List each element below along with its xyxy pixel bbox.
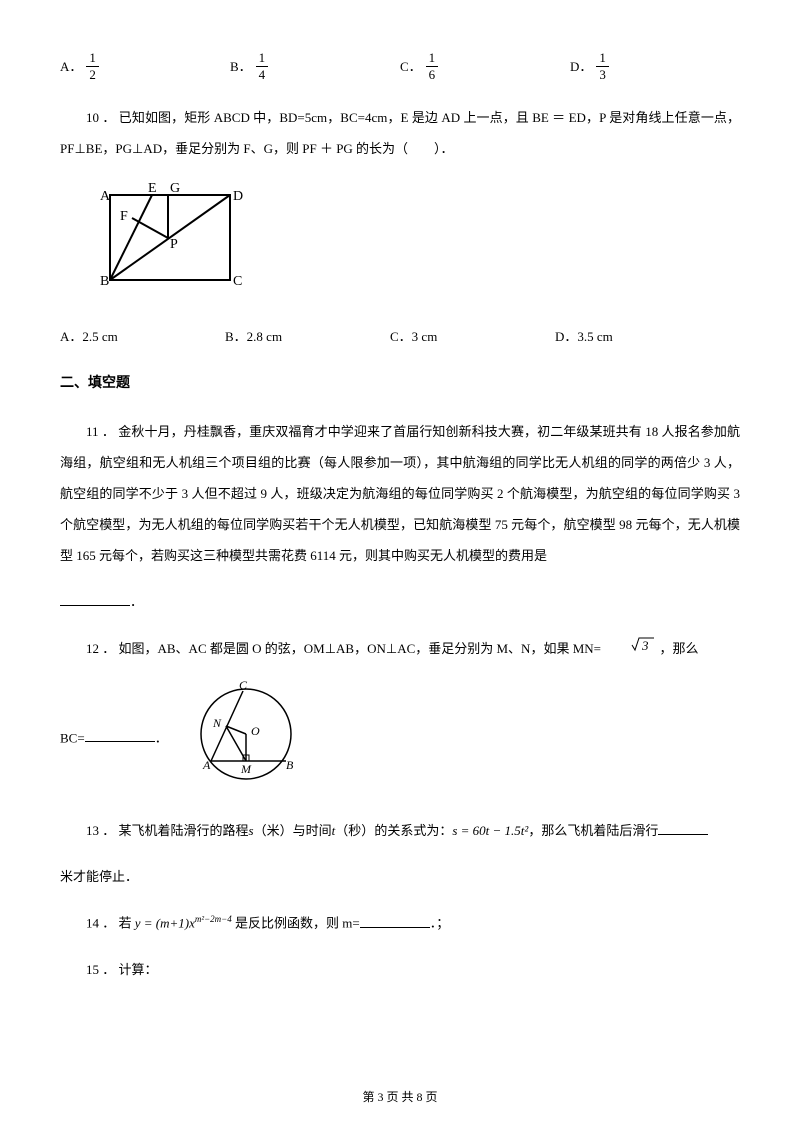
label-n: N: [212, 716, 222, 730]
choice-a: A． 1 2: [60, 50, 230, 82]
frac-den: 6: [426, 67, 439, 83]
choice-b: B． 1 4: [230, 50, 400, 82]
q13-suffix: ，那么飞机着陆后滑行: [528, 823, 658, 838]
frac-den: 3: [596, 67, 609, 83]
choice-b-label: B．: [230, 51, 252, 82]
choice-b-fraction: 1 4: [256, 50, 269, 82]
frac-den: 2: [86, 67, 99, 83]
q10-choice-b: B．2.8 cm: [225, 321, 390, 352]
q12-bc: BC=: [60, 730, 85, 745]
q14-prefix: 14 ． 若: [86, 916, 132, 931]
frac-num: 1: [596, 50, 609, 67]
q11-blank: [60, 605, 130, 606]
label-p: P: [170, 237, 178, 252]
label-c: C: [239, 679, 248, 692]
label-o: O: [251, 724, 260, 738]
label-f: F: [120, 209, 128, 224]
q13-p1: （: [254, 823, 267, 838]
q13-mid: 与时间: [293, 823, 332, 838]
q14-formula-lhs: y = (m+1)x: [135, 916, 195, 931]
frac-den: 4: [256, 67, 269, 83]
line-be: [110, 195, 152, 280]
q12-figure: A B C M N O: [181, 679, 311, 800]
label-d: D: [233, 189, 243, 204]
choice-c: C． 1 6: [400, 50, 570, 82]
q15-text: 15 ． 计算：: [60, 954, 740, 985]
choice-a-label: A．: [60, 51, 82, 82]
q13-text: 13 ． 某飞机着陆滑行的路程s（米）与时间t（秒）的关系式为：s = 60t …: [60, 815, 740, 846]
page-footer: 第 3 页 共 8 页: [0, 1083, 800, 1112]
label-a: A: [100, 189, 111, 204]
q11-tail-row: ．: [60, 586, 740, 617]
label-b: B: [286, 758, 294, 772]
q11-tail: ．: [130, 594, 143, 609]
q10-choices: A．2.5 cm B．2.8 cm C．3 cm D．3.5 cm: [60, 321, 740, 352]
frac-num: 1: [86, 50, 99, 67]
label-m: M: [240, 762, 252, 776]
label-e: E: [148, 181, 157, 196]
frac-num: 1: [426, 50, 439, 67]
q14-mid: 是反比例函数，则 m=: [235, 916, 360, 931]
label-c: C: [233, 274, 242, 289]
label-g: G: [170, 181, 180, 196]
q14-formula-exp: m²−2m−4: [195, 914, 232, 924]
q13-p2: ）: [280, 823, 293, 838]
q12-line2: BC= ． A B C M N O: [60, 679, 740, 800]
choice-d-label: D．: [570, 51, 592, 82]
choice-a-fraction: 1 2: [86, 50, 99, 82]
rectangle-diagram: A B C D E F G P: [90, 180, 250, 295]
q12-line1: 12 ． 如图，AB、AC 都是圆 O 的弦，OM⊥AB，ON⊥AC，垂足分别为…: [60, 633, 740, 664]
q10-choice-a: A．2.5 cm: [60, 321, 225, 352]
q11-body: 11 ． 金秋十月，丹桂飘香，重庆双福育才中学迎来了首届行知创新科技大赛，初二年…: [60, 424, 740, 564]
q10-choice-c: C．3 cm: [390, 321, 555, 352]
label-b: B: [100, 274, 109, 289]
q14-text: 14 ． 若 y = (m+1)xm²−2m−4 是反比例函数，则 m= ．；: [60, 907, 740, 939]
circle-diagram: A B C M N O: [181, 679, 311, 789]
q13-p3: （: [335, 823, 348, 838]
q13-prefix: 13 ． 某飞机着陆滑行的路程: [86, 823, 249, 838]
frac-num: 1: [256, 50, 269, 67]
q14-blank: [360, 927, 430, 928]
label-a: A: [202, 758, 211, 772]
q10-figure: A B C D E F G P: [90, 180, 740, 306]
q13-formula: s = 60t − 1.5t²: [452, 823, 528, 838]
q11-text: 11 ． 金秋十月，丹桂飘香，重庆双福育才中学迎来了首届行知创新科技大赛，初二年…: [60, 416, 740, 572]
section-2-title: 二、填空题: [60, 367, 740, 401]
q12-tail: ．: [155, 730, 168, 745]
q13-sec: 秒: [348, 823, 361, 838]
sqrt3-icon: 3: [630, 635, 656, 653]
q10-text: 10 ． 已知如图，矩形 ABCD 中，BD=5cm，BC=4cm，E 是边 A…: [60, 102, 740, 164]
svg-text:3: 3: [641, 638, 649, 653]
q13-tail-row: 米才能停止．: [60, 861, 740, 892]
q12-prefix: 12 ． 如图，AB、AC 都是圆 O 的弦，OM⊥AB，ON⊥AC，垂足分别为…: [86, 641, 601, 656]
q13-blank: [658, 834, 708, 835]
choice-c-label: C．: [400, 51, 422, 82]
choice-c-fraction: 1 6: [426, 50, 439, 82]
q13-p4: ）: [361, 823, 374, 838]
q10-choice-d: D．3.5 cm: [555, 321, 720, 352]
q12-blank: [85, 741, 155, 742]
q13-rel: 的关系式为：: [374, 823, 452, 838]
choice-d-fraction: 1 3: [596, 50, 609, 82]
choice-d: D． 1 3: [570, 50, 740, 82]
q12-suffix: ，那么: [659, 641, 698, 656]
sqrt3: 3: [604, 633, 656, 664]
q14-tail: ．；: [430, 916, 450, 931]
q13-mi: 米: [267, 823, 280, 838]
q9-choices: A． 1 2 B． 1 4 C． 1 6 D． 1 3: [60, 50, 740, 82]
line-pf: [132, 218, 168, 238]
